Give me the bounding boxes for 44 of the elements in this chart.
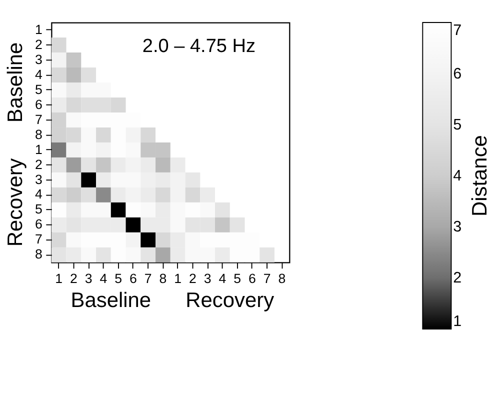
y-tick-label: 4 (34, 186, 43, 202)
x-tick-label: 3 (204, 270, 212, 286)
y-tick-label: 5 (34, 82, 42, 97)
x-tick-label: 1 (174, 270, 182, 286)
x-tick-label: 8 (159, 270, 167, 286)
color-bar-label: 1 (453, 313, 462, 330)
x-tick-label: 8 (278, 270, 286, 286)
x-tick-label: 7 (263, 270, 271, 286)
x-tick-label: 6 (130, 270, 137, 286)
x-tick-label: 3 (84, 270, 92, 286)
y-tick-label: 2 (34, 36, 42, 52)
y-tick-label: 8 (34, 126, 42, 142)
x-tick-label: 6 (248, 270, 256, 286)
color-bar-label: 5 (453, 116, 462, 134)
x-tick-label: 1 (55, 270, 63, 286)
x-tick-label: 2 (189, 270, 196, 286)
color-bar-title: Distance (468, 135, 492, 217)
text: Recovery (4, 158, 27, 247)
y-tick-label: 1 (34, 22, 42, 37)
text: Baseline (70, 289, 152, 312)
text: Recovery (186, 289, 275, 312)
color-bar-label: 3 (453, 218, 462, 236)
color-bar-label: 7 (453, 22, 462, 39)
x-tick-label: 5 (114, 270, 122, 286)
y-tick-label: 7 (34, 232, 42, 247)
y-tick-label: 8 (34, 246, 42, 262)
y-tick-label: 4 (34, 66, 43, 82)
x-tick-label: 5 (234, 270, 242, 286)
y-tick-label: 6 (34, 216, 42, 232)
x-tick-label: 7 (144, 270, 152, 286)
y-tick-label: 3 (34, 52, 42, 67)
y-tick-label: 6 (34, 96, 42, 112)
text: Baseline (4, 42, 27, 123)
y-tick-label: 7 (34, 112, 42, 127)
x-tick-label: 4 (100, 270, 108, 286)
color-bar-label: 6 (453, 65, 462, 82)
y-tick-label: 1 (34, 142, 42, 157)
text: 2.0 – 4.75 Hz (142, 36, 256, 58)
y-tick-label: 3 (34, 172, 42, 187)
x-tick-label: 2 (70, 270, 78, 286)
y-tick-label: 2 (34, 156, 42, 172)
x-tick-label: 4 (218, 270, 227, 286)
color-bar-label: 4 (453, 168, 462, 185)
y-tick-label: 5 (34, 202, 42, 217)
